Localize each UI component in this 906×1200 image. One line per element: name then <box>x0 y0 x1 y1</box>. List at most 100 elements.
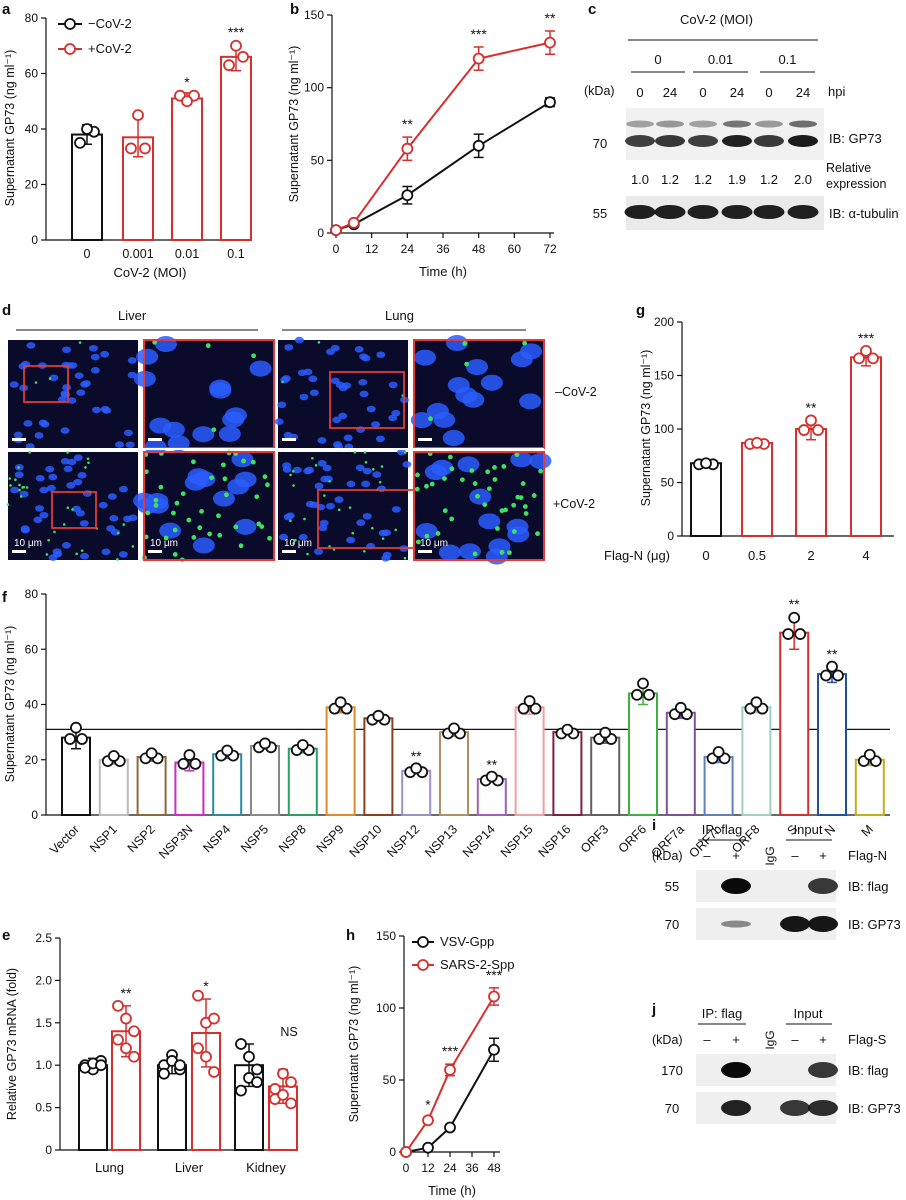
panel-c-hpi-value: 0 <box>699 85 706 100</box>
panel-d-nucleus <box>101 548 111 556</box>
panel-g-ylabel: Supernatant GP73 (ng ml⁻¹) <box>639 350 653 507</box>
panel-d-gp73-signal <box>25 486 29 489</box>
panel-f-bar <box>363 717 394 816</box>
panel-d-nucleus <box>415 523 438 540</box>
panel-d-gp73-signal <box>211 427 217 433</box>
panel-c-band-gp73 <box>788 135 818 147</box>
panel-d-image-tile <box>133 336 275 455</box>
panel-d-gp73-signal <box>506 550 512 556</box>
panel-f-point <box>221 744 234 757</box>
panel-d-nucleus <box>34 432 44 439</box>
panel-d-nucleus <box>249 360 272 377</box>
panel-d-gp73-signal <box>21 486 24 489</box>
panel-h-point <box>488 1043 500 1056</box>
panel-d-scalebar-4: 10 μm <box>420 538 448 549</box>
panel-d-nucleus <box>26 342 36 349</box>
panel-b-y-tick-label: 150 <box>304 8 324 22</box>
panel-d-gp73-signal <box>364 460 368 464</box>
panel-d-gp73-signal <box>180 491 186 497</box>
panel-d-gp73-signal <box>314 464 318 467</box>
panel-d-nucleus <box>510 451 533 468</box>
panel-d-nucleus <box>433 411 456 428</box>
panel-d-nucleus <box>371 421 381 428</box>
panel-j-band <box>808 1100 838 1116</box>
panel-f-point <box>448 722 460 735</box>
panel-g-point <box>867 352 879 365</box>
panel-d-nucleus <box>192 426 215 443</box>
panel-g-point <box>853 352 865 365</box>
panel-a-bar <box>122 136 154 241</box>
panel-d-nucleus <box>388 381 398 389</box>
panel-d-gp73-signal <box>281 380 284 384</box>
panel-d-nucleus <box>234 518 257 535</box>
panel-e-point <box>251 1076 263 1089</box>
panel-e-y-tick-label: 1.5 <box>35 1016 52 1030</box>
panel-j-sign: + <box>819 1032 827 1047</box>
panel-c-blot1-label: IB: GP73 <box>829 131 882 146</box>
panel-d-gp73-signal <box>464 361 470 367</box>
panel-d-scalebar <box>282 550 296 553</box>
panel-d-gp73-signal <box>221 462 226 468</box>
panel-d-nucleus <box>159 522 182 539</box>
panel-d-scalebar <box>148 550 162 553</box>
panel-d-gp73-signal <box>428 416 433 422</box>
panel-d-image-tile <box>133 450 275 563</box>
panel-d-nucleus <box>485 548 508 565</box>
panel-d-nucleus <box>284 344 294 351</box>
panel-j-flag-label: Flag-S <box>848 1032 887 1047</box>
panel-d-nucleus <box>118 485 128 493</box>
panel-b-x-tick-label: 60 <box>508 242 522 256</box>
panel-a-x-tick-label: 0.001 <box>122 247 153 261</box>
panel-d-gp73-signal <box>265 482 270 488</box>
panel-b-significance: ** <box>545 10 556 26</box>
panel-f-x-tick-label: ORF3 <box>578 822 612 856</box>
panel-a-point <box>81 123 93 135</box>
panel-b-point <box>472 139 485 152</box>
panel-d-gp73-signal <box>522 504 528 509</box>
panel-d-gp73-signal <box>511 502 517 508</box>
panel-d-selection-box <box>51 491 97 529</box>
panel-h-significance: * <box>425 1096 431 1112</box>
panel-e-point <box>277 1088 289 1101</box>
panel-a-significance: *** <box>228 24 245 40</box>
panel-d-nucleus <box>361 480 371 488</box>
panel-j-kda-label: (kDa) <box>652 1033 683 1047</box>
panel-c-band-tubulin <box>687 205 719 219</box>
panel-a-y-tick-label: 80 <box>25 11 39 25</box>
panel-c-rel-value: 1.2 <box>760 172 778 187</box>
panel-f-y-tick-label: 0 <box>31 808 38 822</box>
panel-e-point <box>269 1083 281 1095</box>
panel-f-bar <box>98 758 129 816</box>
panel-d-scalebar <box>418 550 432 553</box>
panel-f-y-tick-label: 80 <box>25 587 39 601</box>
panel-g-x-tick-label: 0 <box>702 548 709 563</box>
panel-f-y-tick-label: 60 <box>25 642 39 656</box>
panel-d-image-tile <box>410 334 545 449</box>
panel-a-point <box>237 50 249 63</box>
panel-a-bar <box>220 55 252 241</box>
panel-d-gp73-signal <box>291 470 295 473</box>
panel-h-letter: h <box>346 927 355 944</box>
panel-f-point <box>334 696 347 709</box>
panel-a-x-tick-label: 0 <box>84 247 91 261</box>
panel-d-gp73-signal <box>172 552 178 557</box>
panel-d-gp73-signal <box>48 377 52 380</box>
panel-g-y-tick-label: 0 <box>667 529 674 543</box>
panel-h-series-line <box>405 1049 495 1153</box>
panel-f-x-tick-label: NSP12 <box>384 822 422 860</box>
panel-f-x-tick-label: ORF6 <box>616 822 650 856</box>
panel-h-x-tick-label: 12 <box>421 1161 435 1175</box>
panel-e-y-tick-label: 0.5 <box>35 1101 52 1115</box>
panel-d-gp73-signal <box>6 503 10 506</box>
panel-j-kda-value: 170 <box>661 1063 683 1078</box>
panel-f-x-tick-label: NSP14 <box>460 822 498 860</box>
panel-f-bar <box>250 744 280 816</box>
panel-d-nucleus <box>314 482 324 490</box>
panel-d-nucleus <box>396 448 406 456</box>
panel-b-point <box>472 52 485 65</box>
panel-d-nucleus <box>72 505 82 513</box>
panel-d-gp73-signal <box>217 532 223 538</box>
panel-g-y-tick-label: 150 <box>654 369 674 383</box>
panel-d-gp73-signal <box>47 538 50 542</box>
panel-d-gp73-signal <box>328 479 332 483</box>
